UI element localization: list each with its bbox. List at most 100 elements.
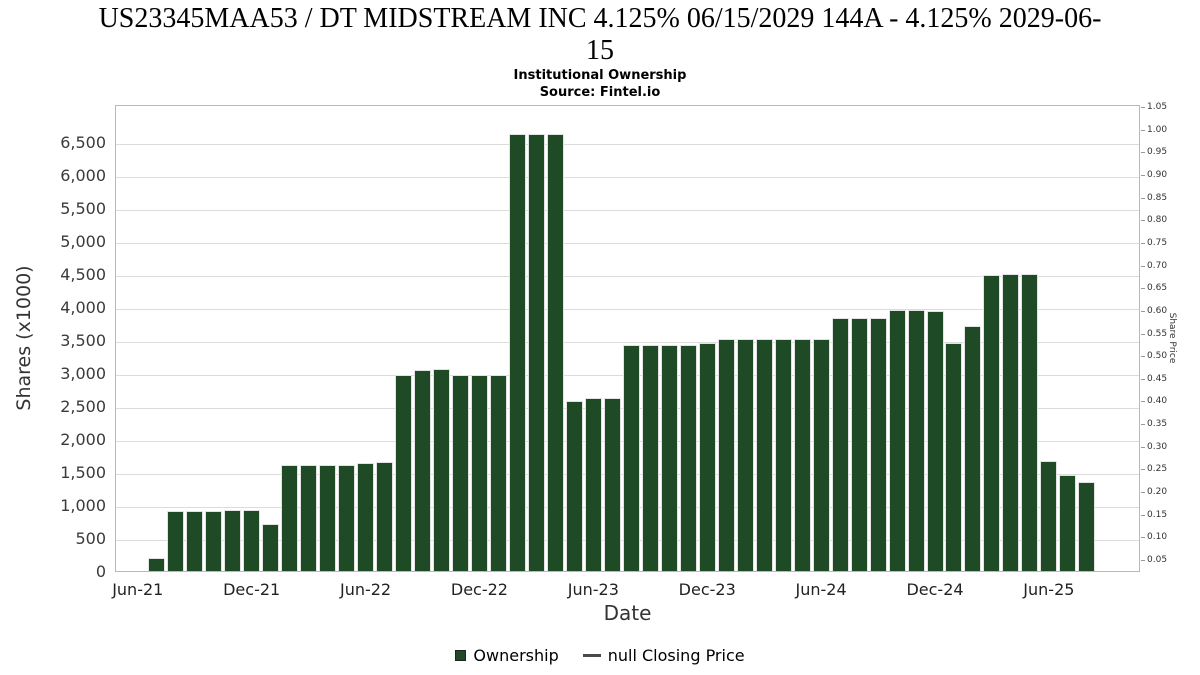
y-axis-tick-label-left: 4,000 (60, 298, 106, 318)
ownership-bar (527, 134, 545, 571)
ownership-bar (451, 375, 469, 571)
y-axis-tick-mark-right (1141, 446, 1145, 448)
y-axis-tick-label-left: 4,500 (60, 265, 106, 285)
y-axis-tick-mark-right (1141, 220, 1145, 222)
x-axis-tick-label: Jun-25 (1023, 580, 1075, 599)
ownership-bar (603, 397, 621, 571)
x-axis-tick-label: Dec-24 (906, 580, 964, 599)
ownership-bar (812, 339, 830, 571)
chart-subtitle: Institutional Ownership (513, 68, 687, 83)
y-axis-tick-label-right: 0.90 (1147, 169, 1168, 180)
y-axis-tick-mark-right (1141, 378, 1145, 380)
x-axis-tick-label: Dec-21 (223, 580, 281, 599)
gridline (116, 309, 1139, 311)
y-axis-tick-mark-right (1141, 333, 1145, 335)
y-axis-tick-label-left: 2,000 (60, 430, 106, 450)
y-axis-tick-mark-right (1141, 537, 1145, 539)
y-axis-tick-label-left: 500 (75, 529, 106, 549)
ownership-bar (774, 339, 792, 571)
gridline (116, 210, 1139, 212)
y-axis-tick-label-right: 0.15 (1147, 509, 1168, 520)
y-axis-tick-label-left: 3,000 (60, 364, 106, 384)
y-axis-tick-label-right: 0.70 (1147, 260, 1168, 271)
ownership-bar (319, 465, 337, 571)
y-axis-tick-label-left: 1,000 (60, 496, 106, 516)
y-axis-tick-mark-right (1141, 514, 1145, 516)
chart-title: US23345MAA53 / DT MIDSTREAM INC 4.125% 0… (98, 3, 1102, 66)
ownership-bar (376, 462, 394, 571)
y-axis-tick-mark-right (1141, 129, 1145, 131)
ownership-bar (167, 510, 185, 571)
gridline (116, 276, 1139, 278)
ownership-bar (565, 401, 583, 571)
chart-source-label: Source: Fintel.io (539, 85, 661, 100)
ownership-bar (907, 310, 925, 571)
y-axis-tick-label-left: 6,500 (60, 133, 106, 153)
ownership-bar (432, 369, 450, 571)
y-axis-tick-mark-right (1141, 265, 1145, 267)
y-axis-tick-label-left: 2,500 (60, 397, 106, 417)
y-axis-tick-mark-right (1141, 242, 1145, 244)
ownership-bar (964, 325, 982, 571)
gridline (116, 342, 1139, 344)
gridline (116, 243, 1139, 245)
ownership-bar (755, 339, 773, 571)
ownership-bar (926, 311, 944, 571)
ownership-bar (698, 343, 716, 571)
ownership-bar (300, 465, 318, 571)
y-axis-tick-label-right: 0.10 (1147, 532, 1168, 543)
y-axis-tick-mark-right (1141, 560, 1145, 561)
ownership-bar (869, 317, 887, 571)
y-axis-tick-label-right: 1.00 (1147, 124, 1168, 135)
price-legend-label: null Closing Price (607, 646, 745, 665)
ownership-bar (622, 344, 640, 571)
y-axis-tick-label-left: 1,500 (60, 463, 106, 483)
ownership-bar (262, 524, 280, 571)
ownership-bar (793, 339, 811, 571)
y-axis-tick-mark-right (1141, 310, 1145, 312)
x-axis-tick-label: Jun-24 (795, 580, 847, 599)
ownership-bar (584, 397, 602, 571)
x-axis-tick-label: Dec-22 (450, 580, 508, 599)
ownership-bar (205, 510, 223, 571)
y-axis-tick-label-right: 0.60 (1147, 305, 1168, 316)
x-axis-tick-label: Jun-22 (339, 580, 392, 599)
ownership-bar (679, 344, 697, 571)
ownership-bar (470, 375, 488, 571)
x-axis-tick-label: Dec-23 (678, 580, 736, 599)
ownership-bar (357, 462, 375, 571)
ownership-bar (1021, 273, 1039, 571)
ownership-bar (983, 274, 1001, 571)
ownership-bar (831, 317, 849, 571)
ownership-bar (888, 310, 906, 571)
ownership-bar (414, 369, 431, 571)
y-axis-tick-label-left: 6,000 (60, 166, 106, 186)
legend: Ownership null Closing Price (0, 646, 1200, 665)
ownership-legend-swatch (455, 650, 467, 661)
y-axis-title-right: Share Price (1167, 312, 1177, 364)
y-axis-tick-label-right: 1.05 (1147, 102, 1168, 112)
ownership-bar (1059, 475, 1077, 571)
y-axis-tick-mark-right (1141, 469, 1145, 471)
x-axis-title: Date (603, 601, 652, 625)
ownership-legend-label: Ownership (473, 646, 559, 665)
gridline (116, 144, 1139, 146)
y-axis-tick-label-right: 0.25 (1147, 464, 1168, 475)
y-axis-tick-mark-right (1141, 174, 1145, 176)
ownership-bar (508, 134, 526, 571)
y-axis-tick-mark-right (1141, 197, 1145, 199)
y-axis-tick-label-right: 0.50 (1147, 351, 1168, 362)
ownership-bar (546, 134, 564, 571)
ownership-bar (224, 510, 242, 571)
y-axis-tick-mark-right (1141, 424, 1145, 426)
ownership-bar (736, 339, 754, 571)
ownership-bar (945, 343, 963, 571)
y-axis-tick-label-right: 0.30 (1147, 441, 1168, 452)
ownership-bar (717, 339, 735, 571)
y-axis-tick-mark-right (1141, 288, 1145, 290)
y-axis-tick-label-right: 0.95 (1147, 147, 1168, 158)
gridline (116, 177, 1139, 179)
x-axis-tick-label: Jun-21 (112, 580, 164, 599)
y-axis-tick-label-right: 0.75 (1147, 237, 1168, 248)
